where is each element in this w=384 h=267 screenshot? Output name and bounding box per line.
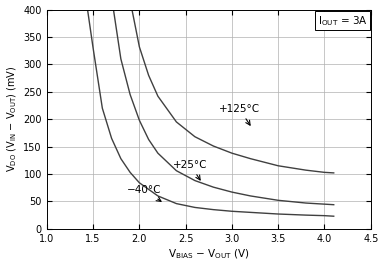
Text: I$_{\mathsf{OUT}}$ = 3A: I$_{\mathsf{OUT}}$ = 3A <box>318 14 367 28</box>
Text: +125°C: +125°C <box>219 104 260 125</box>
X-axis label: V$_{\mathsf{BIAS}}$ $-$ V$_{\mathsf{OUT}}$ (V): V$_{\mathsf{BIAS}}$ $-$ V$_{\mathsf{OUT}… <box>168 248 250 261</box>
Y-axis label: V$_{\mathsf{DO}}$ (V$_{\mathsf{IN}}$ $-$ V$_{\mathsf{OUT}}$) (mV): V$_{\mathsf{DO}}$ (V$_{\mathsf{IN}}$ $-$… <box>5 66 19 172</box>
Text: −40°C: −40°C <box>127 185 161 201</box>
Text: +25°C: +25°C <box>173 160 207 180</box>
